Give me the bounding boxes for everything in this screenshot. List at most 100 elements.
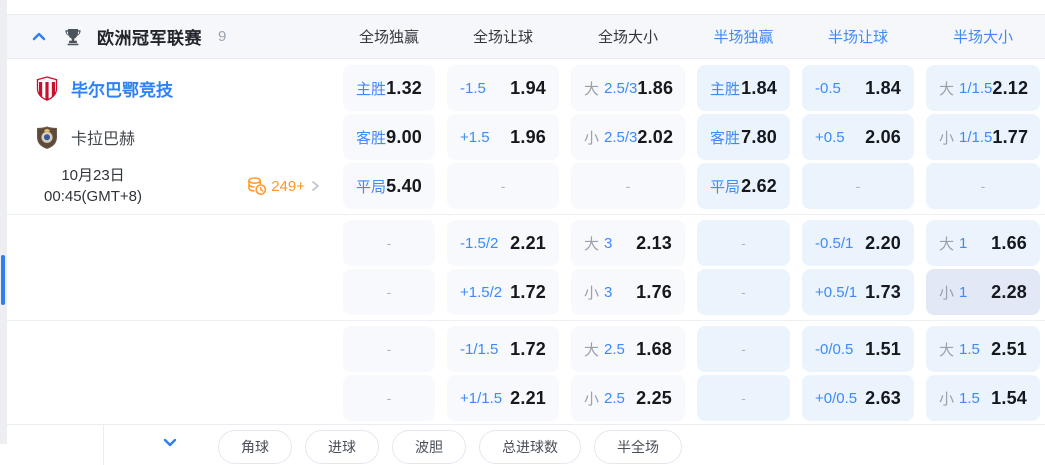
- odds-row-home: 毕尔巴鄂竞技 主胜 1.32 -1.5 1.94 大 2.5/3 1.86 主胜…: [7, 65, 1045, 111]
- odds-line-group: 小 1/1.5: [939, 127, 992, 148]
- odds-label: 客胜: [356, 129, 387, 147]
- empty-left-cell: [9, 375, 331, 421]
- league-header: 欧洲冠军联赛 9 全场独赢 全场让球 全场大小 半场独赢 半场让球 半场大小: [7, 14, 1045, 59]
- left-scrollbar-track: [0, 0, 7, 444]
- odds-line: 1.5: [959, 340, 980, 358]
- odds-cell-ht-over-alt[interactable]: 大 1.5 2.51: [926, 326, 1040, 372]
- odds-line-group: 大 1.5: [939, 339, 980, 360]
- odds-value: 1.51: [865, 338, 901, 359]
- empty-odds-dash: -: [741, 341, 746, 357]
- odds-cell-ht-under-alt[interactable]: 小 1.5 1.54: [926, 375, 1040, 421]
- odds-cell-ht-over-home[interactable]: 大 1/1.5 2.12: [926, 65, 1040, 111]
- market-tab[interactable]: 角球: [218, 430, 292, 464]
- under-label: 小: [939, 390, 955, 408]
- odds-cell-ft-1x2-away[interactable]: 客胜 9.00: [343, 114, 435, 160]
- odds-cell-empty: -: [926, 163, 1040, 209]
- odds-value: 1.68: [636, 338, 672, 359]
- odds-line: -1/1.5: [460, 340, 499, 358]
- odds-label: 平局: [356, 178, 387, 196]
- odds-cell-empty: -: [697, 375, 790, 421]
- chevron-right-icon: [309, 180, 321, 192]
- collapse-section-button[interactable]: [29, 27, 49, 47]
- market-tab[interactable]: 进球: [305, 430, 379, 464]
- empty-odds-dash: -: [741, 284, 746, 300]
- home-team-name: 毕尔巴鄂竞技: [71, 80, 173, 100]
- away-team-row[interactable]: 卡拉巴赫: [9, 114, 331, 160]
- odds-cell-ft-under-alt[interactable]: 小 3 1.76: [571, 269, 685, 315]
- odds-cell-ft-handicap-alt[interactable]: +1/1.5 2.21: [447, 375, 559, 421]
- odds-value: 2.51: [991, 338, 1027, 359]
- odds-cell-ft-handicap-alt[interactable]: -1/1.5 1.72: [447, 326, 559, 372]
- odds-line: 3: [604, 234, 613, 252]
- odds-cell-ht-under-away[interactable]: 小 1/1.5 1.77: [926, 114, 1040, 160]
- odds-line-group: 大 1: [939, 233, 967, 254]
- odds-cell-empty: -: [802, 163, 914, 209]
- expand-section-button[interactable]: [162, 434, 178, 450]
- odds-line: -0.5: [815, 79, 841, 97]
- empty-left-cell: [9, 269, 331, 315]
- empty-odds-dash: -: [386, 390, 392, 406]
- odds-cell-ht-handicap-alt[interactable]: +0.5/1 1.73: [802, 269, 914, 315]
- odds-cell-ft-1x2-draw[interactable]: 平局 5.40: [343, 163, 435, 209]
- odds-cell-ft-under-away[interactable]: 小 2.5/3 2.02: [571, 114, 685, 160]
- odds-cell-ft-handicap-home[interactable]: -1.5 1.94: [447, 65, 559, 111]
- over-label: 大: [939, 80, 955, 98]
- over-label: 大: [939, 341, 955, 359]
- market-tab[interactable]: 半全场: [594, 430, 682, 464]
- odds-cell-ht-handicap-alt[interactable]: -0/0.5 1.51: [802, 326, 914, 372]
- odds-cell-ft-handicap-alt[interactable]: -1.5/2 2.21: [447, 220, 559, 266]
- odds-row-altline1-lower: - +1.5/2 1.72 小 3 1.76 - +0.5/1 1.73: [7, 269, 1045, 315]
- empty-left-cell: [9, 326, 331, 372]
- odds-line: 1/1.5: [959, 128, 993, 146]
- odds-value: 1.86: [637, 77, 674, 98]
- odds-line-group: 大 2.5/3: [584, 78, 637, 99]
- odds-cell-ft-1x2-home[interactable]: 主胜 1.32: [343, 65, 435, 111]
- odds-line: +0/0.5: [815, 389, 858, 407]
- market-tab[interactable]: 波胆: [392, 430, 466, 464]
- more-odds-link[interactable]: 249+: [247, 176, 321, 196]
- odds-value: 1.84: [865, 77, 901, 98]
- odds-line: +1/1.5: [460, 389, 503, 407]
- odds-value: 1.84: [741, 77, 777, 98]
- odds-cell-ht-over-alt[interactable]: 大 1 1.66: [926, 220, 1040, 266]
- odds-cell-ht-handicap-alt[interactable]: -0.5/1 2.20: [802, 220, 914, 266]
- league-title: 欧洲冠军联赛: [97, 29, 202, 48]
- odds-line: +0.5: [815, 128, 845, 146]
- league-header-left: 欧洲冠军联赛 9: [9, 24, 331, 49]
- odds-line-group: 小 1.5: [939, 388, 980, 409]
- odds-cell-ht-1x2-away[interactable]: 客胜 7.80: [697, 114, 790, 160]
- odds-row-altline2-upper: - -1/1.5 1.72 大 2.5 1.68 - -0/0.5 1.51: [7, 326, 1045, 372]
- odds-cell-ft-under-alt[interactable]: 小 2.5 2.25: [571, 375, 685, 421]
- odds-cell-ht-1x2-home[interactable]: 主胜 1.84: [697, 65, 790, 111]
- odds-cell-ht-handicap-alt[interactable]: +0/0.5 2.63: [802, 375, 914, 421]
- home-team-row[interactable]: 毕尔巴鄂竞技: [9, 65, 331, 111]
- under-label: 小: [939, 129, 955, 147]
- odds-cell-ft-over-home[interactable]: 大 2.5/3 1.86: [571, 65, 685, 111]
- odds-cell-ht-handicap-home[interactable]: -0.5 1.84: [802, 65, 914, 111]
- odds-cell-ht-1x2-draw[interactable]: 平局 2.62: [697, 163, 790, 209]
- odds-value: 2.28: [991, 281, 1027, 302]
- odds-line-group: 大 1/1.5: [939, 78, 992, 99]
- odds-value: 2.25: [636, 387, 672, 408]
- over-label: 大: [584, 80, 600, 98]
- odds-line: 1/1.5: [959, 79, 993, 97]
- odds-line-group: 小 1: [939, 282, 967, 303]
- odds-cell-ht-under-alt-highlighted[interactable]: 小 1 2.28: [926, 269, 1040, 315]
- odds-value: 1.76: [636, 281, 672, 302]
- market-tab[interactable]: 总进球数: [479, 430, 581, 464]
- odds-cell-ft-over-alt[interactable]: 大 2.5 1.68: [571, 326, 685, 372]
- odds-cell-empty: -: [343, 269, 435, 315]
- odds-cell-ft-handicap-away[interactable]: +1.5 1.96: [447, 114, 559, 160]
- odds-line: +1.5/2: [460, 283, 503, 301]
- odds-value: 1.72: [510, 338, 546, 359]
- odds-line: 2.5/3: [604, 128, 638, 146]
- odds-cell-ft-handicap-alt[interactable]: +1.5/2 1.72: [447, 269, 559, 315]
- odds-cell-ht-handicap-away[interactable]: +0.5 2.06: [802, 114, 914, 160]
- trophy-icon: [63, 27, 83, 47]
- odds-value: 2.21: [510, 232, 546, 253]
- odds-cell-ft-over-alt[interactable]: 大 3 2.13: [571, 220, 685, 266]
- odds-line: 2.5: [604, 389, 625, 407]
- odds-line: 1: [959, 234, 968, 252]
- left-scrollbar-thumb[interactable]: [1, 255, 5, 305]
- odds-value: 2.12: [992, 77, 1029, 98]
